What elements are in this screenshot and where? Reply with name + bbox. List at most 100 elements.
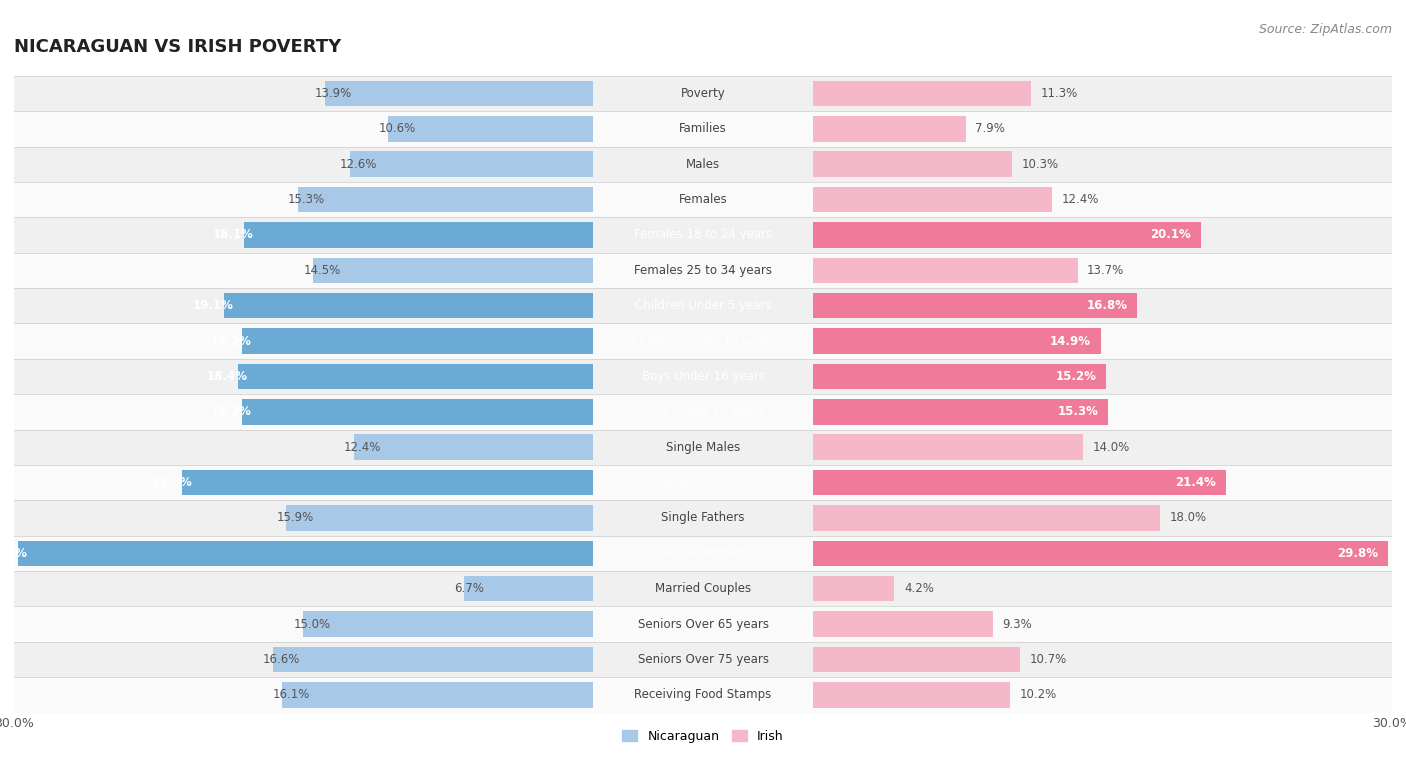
Text: Married Couples: Married Couples: [655, 582, 751, 595]
Bar: [325, 81, 593, 106]
Bar: [464, 576, 593, 601]
Bar: [593, 394, 813, 430]
Bar: [298, 187, 593, 212]
Bar: [813, 293, 1137, 318]
Bar: [813, 324, 1392, 359]
Bar: [813, 682, 1010, 707]
Text: 6.7%: 6.7%: [454, 582, 484, 595]
Bar: [813, 152, 1012, 177]
Text: Single Fathers: Single Fathers: [661, 512, 745, 525]
Bar: [813, 540, 1388, 566]
Bar: [14, 252, 593, 288]
Bar: [813, 364, 1107, 389]
Text: 7.9%: 7.9%: [976, 122, 1005, 136]
Text: Poverty: Poverty: [681, 87, 725, 100]
Text: Children Under 16 years: Children Under 16 years: [631, 334, 775, 348]
Text: 10.3%: 10.3%: [1022, 158, 1059, 171]
Bar: [813, 182, 1392, 218]
Bar: [314, 258, 593, 283]
Bar: [813, 359, 1392, 394]
Text: 4.2%: 4.2%: [904, 582, 934, 595]
Text: 21.3%: 21.3%: [150, 476, 191, 489]
Bar: [593, 182, 813, 218]
Bar: [593, 430, 813, 465]
Bar: [14, 76, 593, 111]
Text: 18.0%: 18.0%: [1170, 512, 1208, 525]
Bar: [593, 146, 813, 182]
Bar: [273, 647, 593, 672]
Bar: [14, 182, 593, 218]
Bar: [593, 500, 813, 536]
Bar: [14, 465, 593, 500]
Bar: [813, 399, 1108, 424]
Text: Children Under 5 years: Children Under 5 years: [634, 299, 772, 312]
Text: 16.1%: 16.1%: [273, 688, 309, 701]
Text: 16.6%: 16.6%: [263, 653, 301, 666]
Text: 18.4%: 18.4%: [207, 370, 247, 383]
Text: 15.2%: 15.2%: [1056, 370, 1097, 383]
Text: 15.0%: 15.0%: [294, 618, 330, 631]
Bar: [243, 222, 593, 248]
Bar: [14, 430, 593, 465]
Text: Families: Families: [679, 122, 727, 136]
Bar: [593, 536, 813, 571]
Text: 10.7%: 10.7%: [1029, 653, 1067, 666]
Bar: [18, 540, 593, 566]
Bar: [283, 682, 593, 707]
Bar: [14, 677, 593, 713]
Text: Single Males: Single Males: [666, 440, 740, 454]
Bar: [813, 394, 1392, 430]
Text: 9.3%: 9.3%: [1002, 618, 1032, 631]
Bar: [813, 465, 1392, 500]
Bar: [813, 252, 1392, 288]
Bar: [14, 571, 593, 606]
Bar: [813, 218, 1392, 252]
Bar: [593, 324, 813, 359]
Bar: [593, 642, 813, 677]
Bar: [593, 465, 813, 500]
Bar: [242, 399, 593, 424]
Text: 20.1%: 20.1%: [1150, 228, 1191, 242]
Bar: [813, 430, 1392, 465]
Text: Females 18 to 24 years: Females 18 to 24 years: [634, 228, 772, 242]
Text: 18.2%: 18.2%: [211, 406, 252, 418]
Bar: [14, 218, 593, 252]
Bar: [813, 506, 1160, 531]
Bar: [225, 293, 593, 318]
Text: 14.0%: 14.0%: [1092, 440, 1130, 454]
Bar: [813, 328, 1101, 354]
Bar: [14, 324, 593, 359]
Bar: [813, 81, 1031, 106]
Bar: [238, 364, 593, 389]
Text: Males: Males: [686, 158, 720, 171]
Bar: [304, 612, 593, 637]
Bar: [593, 359, 813, 394]
Text: 14.5%: 14.5%: [304, 264, 340, 277]
Text: 15.9%: 15.9%: [277, 512, 314, 525]
Bar: [593, 606, 813, 642]
Bar: [813, 187, 1053, 212]
Text: 12.4%: 12.4%: [344, 440, 381, 454]
Bar: [813, 288, 1392, 324]
Text: Receiving Food Stamps: Receiving Food Stamps: [634, 688, 772, 701]
Text: Seniors Over 75 years: Seniors Over 75 years: [637, 653, 769, 666]
Bar: [813, 576, 894, 601]
Bar: [813, 500, 1392, 536]
Bar: [813, 612, 993, 637]
Bar: [813, 146, 1392, 182]
Bar: [285, 506, 593, 531]
Text: 29.8%: 29.8%: [0, 547, 28, 560]
Text: 12.6%: 12.6%: [340, 158, 377, 171]
Text: 11.3%: 11.3%: [1040, 87, 1078, 100]
Bar: [593, 677, 813, 713]
Bar: [14, 288, 593, 324]
Text: Single Females: Single Females: [658, 476, 748, 489]
Text: 18.1%: 18.1%: [212, 228, 253, 242]
Bar: [353, 434, 593, 460]
Bar: [14, 606, 593, 642]
Bar: [593, 252, 813, 288]
Bar: [242, 328, 593, 354]
Bar: [813, 470, 1226, 495]
Bar: [813, 677, 1392, 713]
Bar: [14, 500, 593, 536]
